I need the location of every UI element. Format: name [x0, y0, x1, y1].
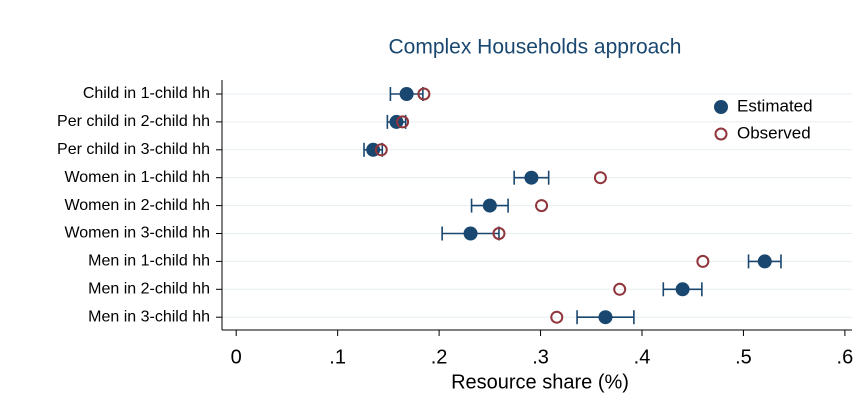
- point: [417, 87, 431, 101]
- y-tick-label: Men in 1-child hh: [88, 253, 210, 270]
- point: [696, 254, 710, 268]
- point: [524, 170, 539, 185]
- x-axis-label: Resource share (%): [451, 371, 629, 393]
- x-tick-label: .5: [735, 346, 752, 368]
- chart-title: Complex Households approach: [388, 36, 681, 59]
- x-tick-label: .1: [329, 346, 346, 368]
- x-tick-label: .6: [837, 346, 854, 368]
- point: [757, 254, 772, 269]
- legend-marker: [714, 127, 728, 141]
- point: [482, 198, 497, 213]
- x-tick-label: .4: [634, 346, 651, 368]
- x-tick-label: .2: [431, 346, 448, 368]
- y-tick-label: Per child in 2-child hh: [57, 113, 210, 130]
- x-tick-label: 0: [231, 346, 242, 368]
- y-tick-label: Men in 2-child hh: [88, 281, 210, 298]
- y-tick-label: Women in 1-child hh: [64, 169, 210, 186]
- point: [675, 282, 690, 297]
- point: [598, 310, 613, 325]
- point: [613, 282, 627, 296]
- legend-label: Observed: [737, 123, 811, 142]
- legend-label: Estimated: [737, 96, 813, 115]
- point: [550, 310, 564, 324]
- point: [492, 227, 506, 240]
- y-tick-label: Women in 3-child hh: [64, 225, 210, 242]
- point: [593, 171, 607, 185]
- point: [463, 226, 478, 241]
- point: [396, 115, 410, 129]
- y-tick-label: Per child in 3-child hh: [57, 141, 210, 158]
- y-tick-label: Women in 2-child hh: [64, 197, 210, 214]
- legend-marker: [714, 100, 728, 114]
- y-tick-label: Child in 1-child hh: [83, 85, 210, 102]
- x-tick-label: .3: [532, 346, 549, 368]
- point: [535, 199, 549, 213]
- y-tick-label: Men in 3-child hh: [88, 308, 210, 325]
- point: [399, 87, 414, 101]
- point: [374, 143, 388, 157]
